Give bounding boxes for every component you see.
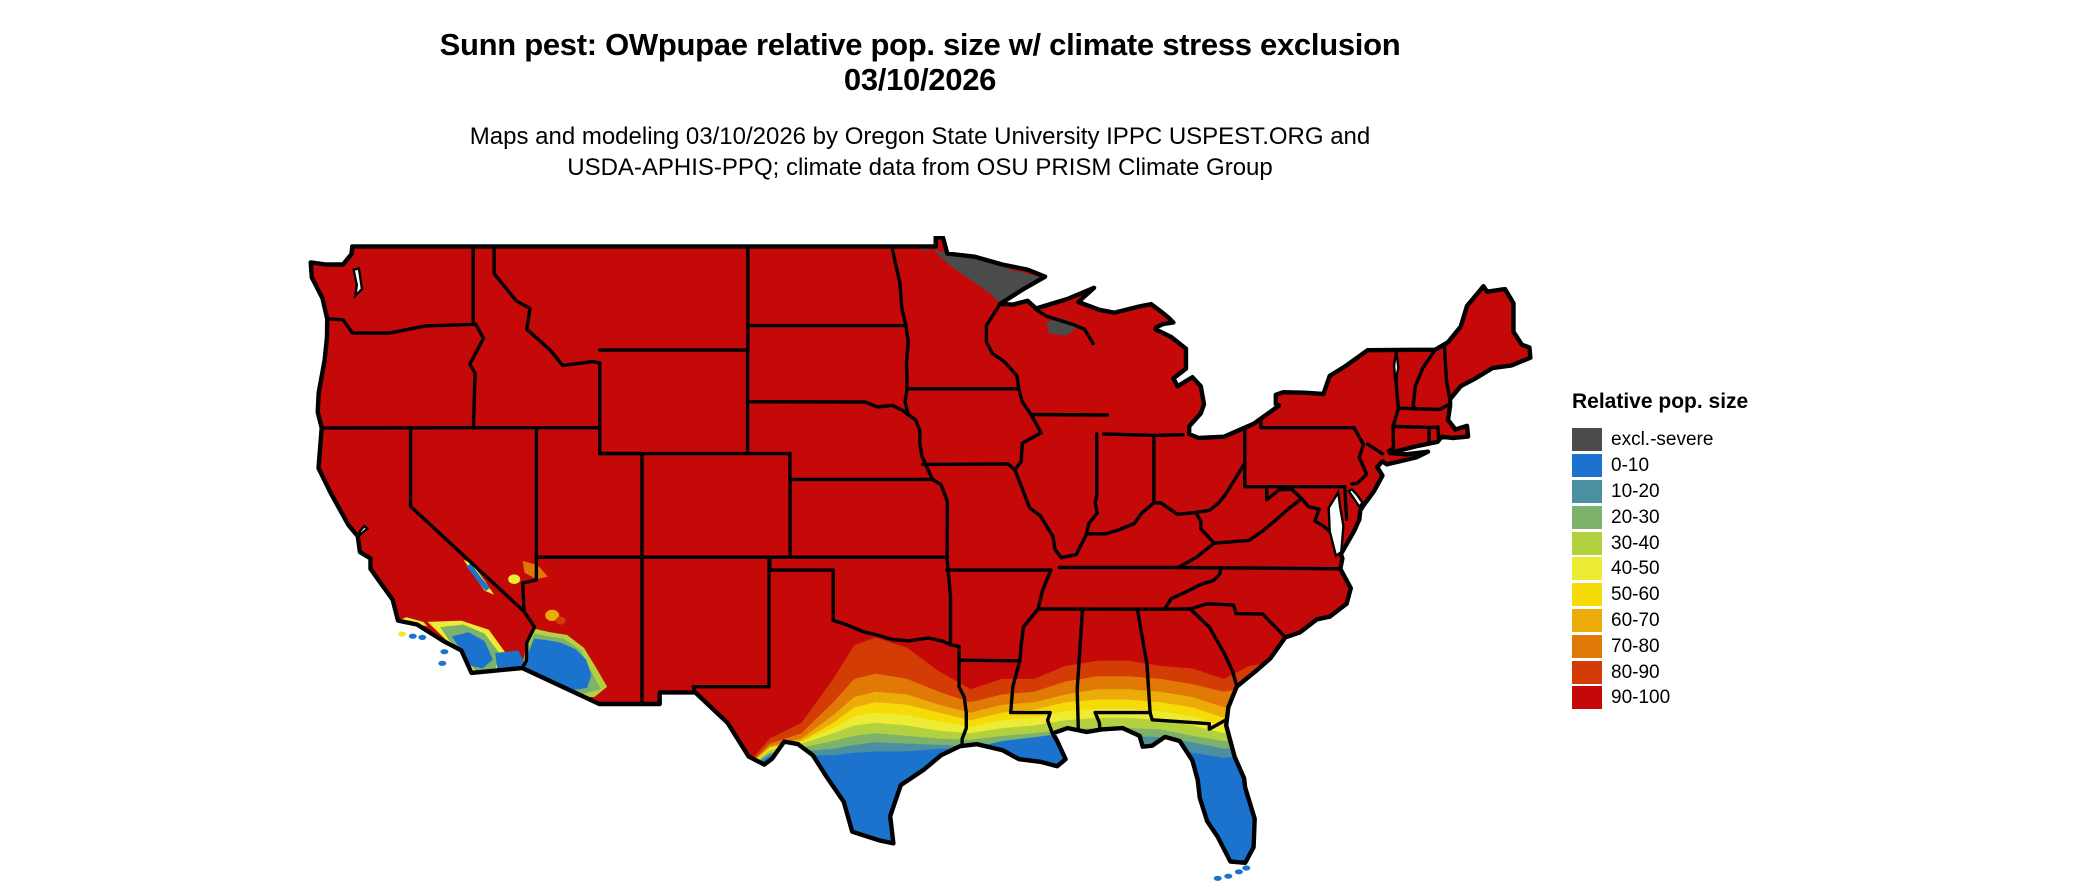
legend-item: 80-90	[1572, 659, 1892, 685]
legend: Relative pop. size excl.-severe 0-10 10-…	[1572, 390, 1892, 711]
legend-label: excl.-severe	[1611, 429, 1714, 451]
legend-swatch	[1572, 634, 1602, 658]
legend-label: 30-40	[1611, 532, 1660, 554]
island-dot	[1242, 865, 1251, 871]
patch-dot	[555, 616, 566, 625]
legend-swatch	[1572, 505, 1602, 529]
legend-item: excl.-severe	[1572, 427, 1892, 453]
legend-item: 70-80	[1572, 633, 1892, 659]
legend-item: 0-10	[1572, 453, 1892, 479]
island-dot	[1234, 869, 1243, 875]
water-puget-sound	[352, 266, 364, 299]
page-title-line2: 03/10/2026	[843, 62, 997, 97]
water-sf-bay	[356, 524, 370, 540]
legend-item: 50-60	[1572, 582, 1892, 608]
legend-swatch	[1572, 454, 1602, 478]
legend-item: 30-40	[1572, 530, 1892, 556]
legend-swatch	[1572, 428, 1602, 452]
legend-label: 90-100	[1611, 687, 1671, 709]
patch-imperial-blue	[495, 650, 525, 669]
island-dot	[398, 631, 407, 637]
state-borders	[320, 244, 1452, 746]
page-subtitle: Maps and modeling 03/10/2026 by Oregon S…	[0, 121, 1840, 183]
island-dot	[408, 633, 417, 639]
legend-label: 50-60	[1611, 584, 1660, 606]
patch-dot	[508, 574, 521, 584]
water-delaware-bay	[1346, 487, 1364, 509]
page-subtitle-line2: USDA-APHIS-PPQ; climate data from OSU PR…	[567, 154, 1273, 181]
legend-swatch	[1572, 686, 1602, 710]
legend-label: 60-70	[1611, 609, 1660, 631]
island-dot	[438, 660, 447, 666]
legend-title: Relative pop. size	[1572, 390, 1749, 413]
island-dot	[1213, 875, 1222, 881]
patch-socal-blue	[451, 632, 493, 669]
legend-swatch	[1572, 531, 1602, 555]
legend-label: 70-80	[1611, 635, 1660, 657]
band-0-10	[717, 733, 1531, 863]
legend-swatch	[1572, 583, 1602, 607]
page-title-line1: Sunn pest: OWpupae relative pop. size w/…	[439, 27, 1401, 62]
page-subtitle-line1: Maps and modeling 03/10/2026 by Oregon S…	[469, 123, 1371, 150]
us-map	[305, 236, 1541, 882]
page-title: Sunn pest: OWpupae relative pop. size w/…	[0, 27, 1840, 97]
legend-label: 20-30	[1611, 506, 1660, 528]
legend-swatch	[1572, 479, 1602, 503]
legend-swatch	[1572, 660, 1602, 684]
water-lake-champlain	[1392, 349, 1400, 382]
island-dot	[440, 649, 449, 655]
legend-label: 80-90	[1611, 661, 1660, 683]
legend-label: 10-20	[1611, 480, 1660, 502]
legend-swatch	[1572, 557, 1602, 581]
patch-dot	[545, 609, 560, 621]
legend-item: 10-20	[1572, 479, 1892, 505]
legend-label: 0-10	[1611, 455, 1650, 477]
legend-swatch	[1572, 608, 1602, 632]
legend-item: 20-30	[1572, 504, 1892, 530]
legend-item: 40-50	[1572, 556, 1892, 582]
map-fill-layer	[310, 236, 1531, 863]
water-chesapeake-bay	[1327, 488, 1345, 558]
conus-outline	[308, 236, 1533, 865]
island-dot	[418, 634, 427, 640]
us-map-svg	[308, 236, 1533, 881]
legend-items: excl.-severe 0-10 10-20 20-30 30-40 40-5…	[1572, 427, 1892, 711]
legend-item: 90-100	[1572, 685, 1892, 711]
legend-item: 60-70	[1572, 608, 1892, 634]
patch-death-valley-blue	[466, 563, 490, 592]
legend-label: 40-50	[1611, 558, 1660, 580]
island-dot	[1224, 873, 1233, 879]
